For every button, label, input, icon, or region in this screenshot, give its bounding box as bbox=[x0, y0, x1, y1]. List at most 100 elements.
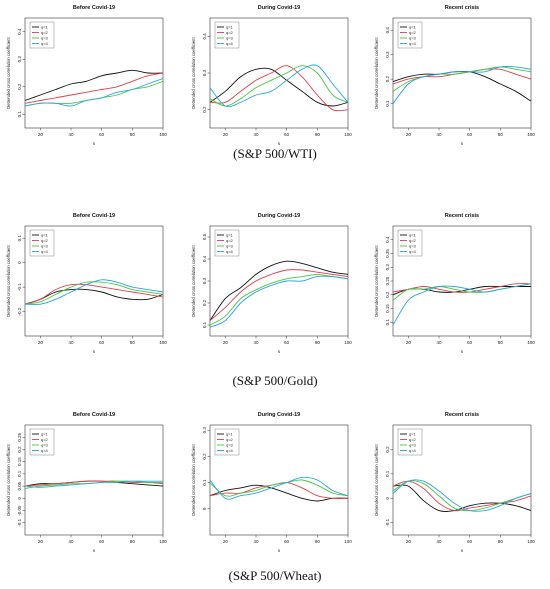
series-line-q-4 bbox=[392, 283, 532, 326]
x-tick-label: 80 bbox=[315, 132, 321, 137]
x-tick-label: 40 bbox=[253, 340, 259, 345]
x-tick-label: 40 bbox=[68, 539, 74, 544]
x-tick-label: 60 bbox=[99, 132, 105, 137]
y-tick-label: 0.3 bbox=[17, 56, 22, 63]
legend-label-q-3: q=3 bbox=[226, 443, 234, 448]
legend: q=1q=2q=3q=4 bbox=[214, 21, 240, 49]
x-axis-label: s bbox=[93, 548, 96, 553]
x-tick-label: 100 bbox=[527, 340, 535, 345]
x-tick-label: 80 bbox=[498, 132, 504, 137]
y-tick-label: 0.1 bbox=[202, 479, 207, 486]
legend-label-q-2: q=2 bbox=[41, 30, 49, 35]
y-axis-label: Detrended cross correlation coefficient bbox=[6, 244, 11, 316]
legend-label-q-1: q=1 bbox=[409, 25, 417, 30]
y-tick-label: -0.1 bbox=[17, 283, 22, 291]
y-tick-label: -0.05 bbox=[17, 505, 22, 516]
y-tick-label: 0 bbox=[385, 497, 390, 500]
y-tick-label: -0.2 bbox=[17, 307, 22, 315]
chart-panel-3: Recent crisis 20 40 60 80 100 0.1 0.2 0.3 0.4 s Det… bbox=[374, 5, 535, 146]
series-line-q-3 bbox=[209, 65, 349, 107]
y-tick-label: 0.4 bbox=[385, 236, 390, 243]
x-axis-label: s bbox=[461, 349, 464, 354]
legend-label-q-2: q=2 bbox=[409, 30, 417, 35]
caption-wti: (S&P 500/WTI) bbox=[233, 146, 317, 161]
x-tick-label: 40 bbox=[68, 132, 74, 137]
chart-panel-2: During Covid-19 20 40 60 80 100 0.2 0.3 0.4 s Detr… bbox=[191, 5, 352, 146]
y-tick-label: 0.3 bbox=[202, 427, 207, 434]
series-line-q-1 bbox=[392, 484, 532, 512]
y-tick-label: 0.25 bbox=[385, 276, 390, 285]
y-tick-label: 0.35 bbox=[385, 249, 390, 258]
x-tick-label: 100 bbox=[527, 132, 535, 137]
legend-label-q-3: q=3 bbox=[41, 443, 49, 448]
x-tick-label: 20 bbox=[223, 539, 229, 544]
chart-title: Before Covid-19 bbox=[73, 213, 115, 219]
series-line-q-1 bbox=[24, 288, 164, 305]
y-tick-label: 0.3 bbox=[202, 69, 207, 76]
legend-label-q-3: q=3 bbox=[226, 36, 234, 41]
series-line-q-4 bbox=[392, 65, 532, 104]
x-tick-label: 100 bbox=[159, 539, 167, 544]
legend-label-q-1: q=1 bbox=[409, 233, 417, 238]
x-tick-label: 60 bbox=[99, 340, 105, 345]
series-line-q-3 bbox=[24, 281, 164, 305]
y-tick-label: 0.2 bbox=[202, 106, 207, 113]
x-tick-label: 40 bbox=[253, 132, 259, 137]
y-tick-label: 0.1 bbox=[202, 321, 207, 328]
x-tick-label: 20 bbox=[38, 132, 44, 137]
y-tick-label: 0.1 bbox=[17, 235, 22, 242]
chart-panel-1: Before Covid-19 20 40 60 80 100 0.1 0.2 0.3 0.4 s D… bbox=[6, 5, 167, 146]
series-line-q-2 bbox=[209, 269, 349, 321]
caption-wheat: (S&P 500/Wheat) bbox=[228, 568, 322, 583]
legend-label-q-4: q=4 bbox=[409, 448, 417, 453]
series-line-q-1 bbox=[209, 484, 349, 502]
x-tick-label: 100 bbox=[344, 539, 352, 544]
y-tick-label: 0 bbox=[202, 507, 207, 510]
legend-label-q-4: q=4 bbox=[41, 41, 49, 46]
y-tick-label: 0.05 bbox=[17, 481, 22, 490]
y-axis-label: Detrended cross correlation coefficient bbox=[191, 36, 196, 108]
x-tick-label: 80 bbox=[130, 340, 136, 345]
series-line-q-1 bbox=[392, 70, 532, 102]
x-tick-label: 100 bbox=[527, 539, 535, 544]
legend-label-q-4: q=4 bbox=[409, 41, 417, 46]
x-tick-label: 80 bbox=[498, 340, 504, 345]
legend: q=1q=2q=3q=4 bbox=[397, 21, 423, 49]
series-line-q-2 bbox=[24, 72, 164, 104]
legend-label-q-3: q=3 bbox=[41, 244, 49, 249]
legend-label-q-4: q=4 bbox=[409, 249, 417, 254]
x-axis-label: s bbox=[278, 141, 281, 146]
y-tick-label: 0.3 bbox=[385, 51, 390, 58]
legend: q=1q=2q=3q=4 bbox=[29, 21, 55, 49]
y-tick-label: 0.1 bbox=[17, 470, 22, 477]
y-tick-label: 0.15 bbox=[17, 457, 22, 466]
series-line-q-3 bbox=[392, 66, 532, 92]
legend-label-q-2: q=2 bbox=[226, 437, 234, 442]
x-tick-label: 80 bbox=[315, 340, 321, 345]
series-line-q-4 bbox=[24, 480, 163, 488]
legend: q=1q=2q=3q=4 bbox=[214, 229, 240, 257]
x-tick-label: 60 bbox=[284, 539, 290, 544]
legend-label-q-2: q=2 bbox=[226, 238, 234, 243]
y-tick-label: 0.1 bbox=[385, 470, 390, 477]
caption-gold: (S&P 500/Gold) bbox=[232, 373, 318, 388]
series-line-q-1 bbox=[209, 260, 349, 321]
series-line-q-1 bbox=[209, 67, 349, 107]
legend: q=1q=2q=3q=4 bbox=[214, 428, 240, 456]
x-tick-label: 100 bbox=[344, 132, 352, 137]
chart-title: Recent crisis bbox=[445, 5, 479, 11]
y-axis-label: Detrended cross correlation coefficient bbox=[374, 36, 379, 108]
legend-label-q-1: q=1 bbox=[226, 432, 234, 437]
y-tick-label: 0.2 bbox=[385, 446, 390, 453]
x-axis-label: s bbox=[461, 548, 464, 553]
series-line-q-4 bbox=[24, 279, 164, 306]
x-axis-label: s bbox=[93, 349, 96, 354]
legend-label-q-2: q=2 bbox=[226, 30, 234, 35]
x-tick-label: 40 bbox=[253, 539, 259, 544]
y-axis-label: Detrended cross correlation coefficient bbox=[6, 443, 11, 515]
legend-label-q-1: q=1 bbox=[226, 233, 234, 238]
y-axis-label: Detrended cross correlation coefficient bbox=[374, 443, 379, 515]
y-tick-label: -0.1 bbox=[385, 518, 390, 526]
x-axis-label: s bbox=[461, 141, 464, 146]
